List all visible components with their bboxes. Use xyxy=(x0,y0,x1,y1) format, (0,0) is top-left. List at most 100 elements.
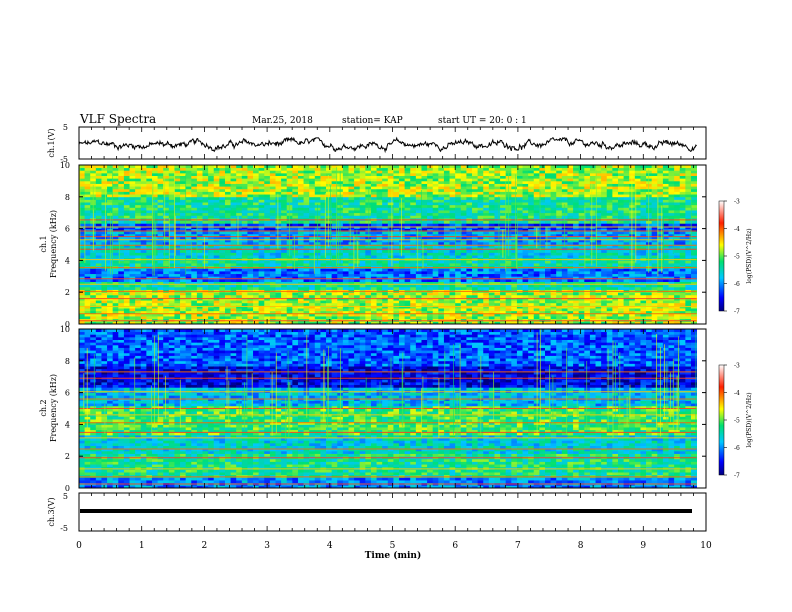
heatmap-cell xyxy=(393,202,400,206)
heatmap-cell xyxy=(337,300,344,304)
heatmap-cell xyxy=(365,313,372,317)
heatmap-cell xyxy=(528,300,535,304)
heatmap-cell xyxy=(387,212,394,216)
heatmap-cell xyxy=(500,223,507,227)
heatmap-cell xyxy=(320,172,327,176)
heatmap-cell xyxy=(421,199,428,203)
heatmap-cell xyxy=(522,239,529,243)
heatmap-cell xyxy=(135,231,142,235)
heatmap-cell xyxy=(483,212,490,216)
heatmap-cell xyxy=(342,247,349,251)
heatmap-cell xyxy=(146,172,153,176)
heatmap-cell xyxy=(191,271,198,275)
heatmap-cell xyxy=(404,186,411,190)
heatmap-cell xyxy=(247,207,254,211)
heatmap-cell xyxy=(511,188,518,192)
heatmap-cell xyxy=(151,204,158,208)
heatmap-cell xyxy=(466,212,473,216)
heatmap-cell xyxy=(415,199,422,203)
heatmap-cell xyxy=(365,236,372,240)
heatmap-cell xyxy=(236,199,243,203)
heatmap-cell xyxy=(163,313,170,317)
heatmap-cell xyxy=(95,183,102,187)
heatmap-cell xyxy=(219,247,226,251)
heatmap-cell xyxy=(281,215,288,219)
heatmap-cell xyxy=(533,271,540,275)
heatmap-cell xyxy=(432,310,439,314)
heatmap-cell xyxy=(84,172,91,176)
heatmap-cell xyxy=(84,194,91,198)
heatmap-cell xyxy=(314,318,321,322)
heatmap-cell xyxy=(472,244,479,248)
heatmap-cell xyxy=(185,249,192,253)
heatmap-cell xyxy=(337,271,344,275)
heatmap-cell xyxy=(275,212,282,216)
heatmap-cell xyxy=(281,191,288,195)
heatmap-cell xyxy=(118,302,125,306)
heatmap-cell xyxy=(438,223,445,227)
heatmap-cell xyxy=(348,316,355,320)
heatmap-cell xyxy=(90,286,97,290)
heatmap-cell xyxy=(157,249,164,253)
heatmap-cell xyxy=(224,244,231,248)
heatmap-cell xyxy=(163,215,170,219)
heatmap-cell xyxy=(292,172,299,176)
heatmap-cell xyxy=(241,294,248,298)
heatmap-cell xyxy=(421,300,428,304)
heatmap-cell xyxy=(399,220,406,224)
heatmap-cell xyxy=(135,207,142,211)
heatmap-cell xyxy=(135,239,142,243)
heatmap-cell xyxy=(213,202,220,206)
heatmap-cell xyxy=(269,276,276,280)
heatmap-cell xyxy=(107,271,114,275)
heatmap-cell xyxy=(224,207,231,211)
heatmap-cell xyxy=(95,196,102,200)
heatmap-cell xyxy=(163,223,170,227)
heatmap-cell xyxy=(309,281,316,285)
heatmap-cell xyxy=(269,284,276,288)
heatmap-cell xyxy=(432,316,439,320)
heatmap-cell xyxy=(309,228,316,232)
heatmap-cell xyxy=(230,175,237,179)
heatmap-cell xyxy=(84,183,91,187)
heatmap-cell xyxy=(359,186,366,190)
heatmap-cell xyxy=(281,202,288,206)
heatmap-cell xyxy=(404,220,411,224)
heatmap-cell xyxy=(533,180,540,184)
heatmap-cell xyxy=(365,167,372,171)
heatmap-cell xyxy=(129,215,136,219)
heatmap-cell xyxy=(219,263,226,267)
heatmap-cell xyxy=(151,194,158,198)
heatmap-cell xyxy=(275,194,282,198)
heatmap-cell xyxy=(404,252,411,256)
heatmap-cell xyxy=(185,255,192,259)
heatmap-cell xyxy=(275,220,282,224)
heatmap-cell xyxy=(309,260,316,264)
heatmap-cell xyxy=(107,318,114,322)
heatmap-cell xyxy=(516,188,523,192)
heatmap-cell xyxy=(135,247,142,251)
heatmap-cell xyxy=(297,316,304,320)
heatmap-cell xyxy=(174,188,181,192)
heatmap-cell xyxy=(297,231,304,235)
heatmap-cell xyxy=(410,204,417,208)
heatmap-cell xyxy=(90,316,97,320)
heatmap-cell xyxy=(320,316,327,320)
heatmap-cell xyxy=(432,244,439,248)
heatmap-cell xyxy=(157,310,164,314)
heatmap-cell xyxy=(365,316,372,320)
heatmap-cell xyxy=(151,180,158,184)
heatmap-cell xyxy=(443,220,450,224)
heatmap-cell xyxy=(505,276,512,280)
heatmap-cell xyxy=(466,247,473,251)
heatmap-cell xyxy=(466,231,473,235)
heatmap-cell xyxy=(112,183,119,187)
heatmap-cell xyxy=(101,212,108,216)
heatmap-cell xyxy=(264,196,271,200)
heatmap-cell xyxy=(208,199,215,203)
heatmap-cell xyxy=(528,260,535,264)
heatmap-cell xyxy=(393,260,400,264)
heatmap-cell xyxy=(135,167,142,171)
heatmap-cell xyxy=(118,196,125,200)
heatmap-cell xyxy=(533,255,540,259)
